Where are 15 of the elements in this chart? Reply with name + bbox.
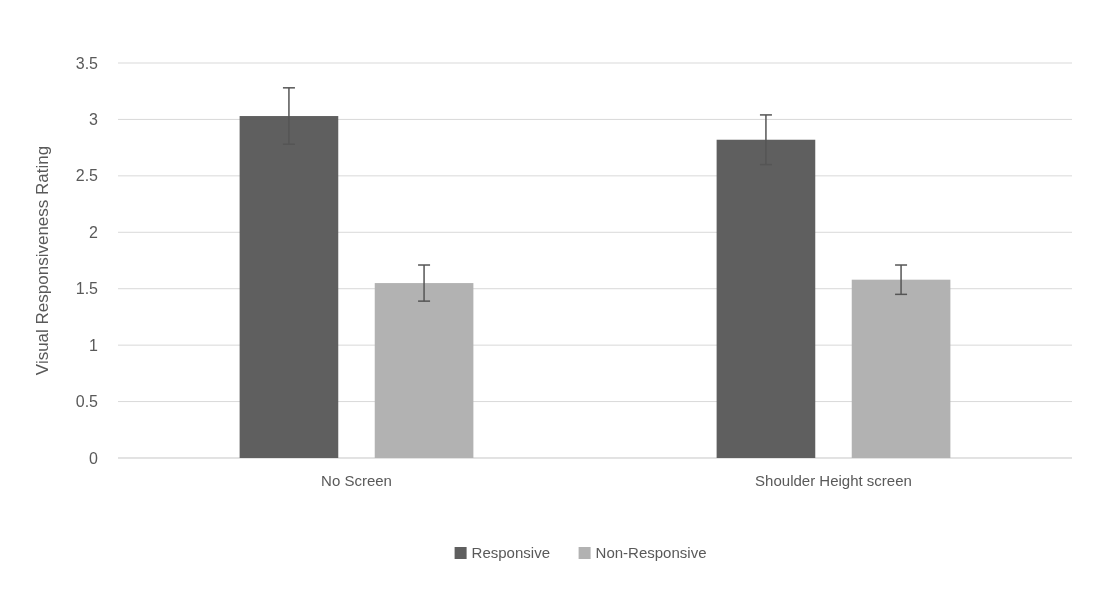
legend-label: Non-Responsive bbox=[595, 544, 707, 562]
y-tick-label: 3.5 bbox=[75, 54, 99, 72]
legend-label: Responsive bbox=[471, 544, 550, 562]
y-axis-title: Visual Responsiveness Rating bbox=[33, 145, 52, 376]
y-tick-label: 0.5 bbox=[75, 393, 99, 411]
y-tick-label: 1 bbox=[89, 336, 99, 354]
y-tick-label: 2 bbox=[89, 223, 99, 241]
y-tick-label: 2.5 bbox=[75, 167, 99, 185]
y-tick-label: 1.5 bbox=[75, 280, 99, 298]
x-tick-label: No Screen bbox=[321, 472, 392, 489]
bar bbox=[851, 279, 951, 458]
y-tick-label: 0 bbox=[89, 449, 99, 467]
y-tick-label: 3 bbox=[89, 111, 99, 129]
x-tick-label: Shoulder Height screen bbox=[755, 472, 912, 489]
bar bbox=[374, 283, 474, 458]
